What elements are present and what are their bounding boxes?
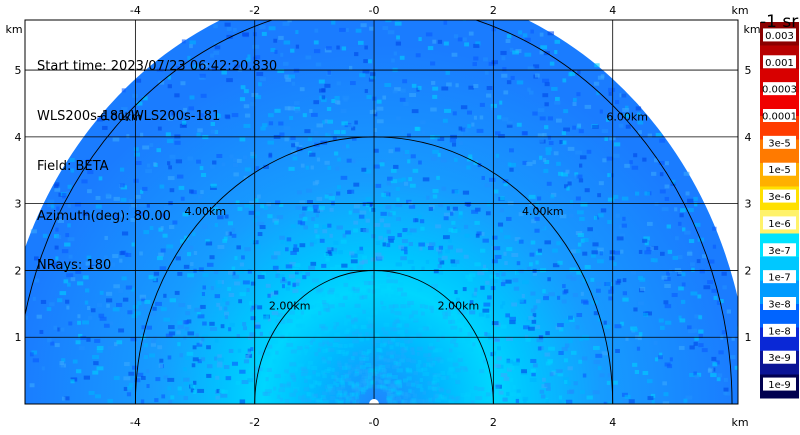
colorbar-label-box (763, 28, 796, 42)
colorbar-label: 3e-6 (768, 192, 791, 203)
colorbar-label-box (763, 323, 796, 337)
colorbar: 0.003 0.001 0.0003 0.0001 3e-5 1e-5 3e-6 1e-6 3e… (760, 22, 799, 399)
y-unit-left: km (5, 23, 22, 36)
plot-area (25, 20, 738, 404)
colorbar-label-box (763, 189, 796, 203)
colorbar-label-box (763, 270, 796, 284)
y-tick-label: 3 (745, 198, 752, 211)
ring-label: 2.00km (438, 300, 480, 313)
x-unit-top: km (731, 4, 748, 17)
colorbar-label-box (763, 109, 796, 122)
colorbar-label: 0.0003 (762, 85, 797, 96)
colorbar-label: 1e-9 (768, 380, 791, 391)
info-instrument: WLS200s-181/WLS200s-181 (37, 108, 221, 124)
x-tick-label: -2 (249, 416, 260, 429)
y-tick-label: 1 (745, 331, 752, 344)
y-ticks-left: 1 2 3 4 5 (15, 64, 22, 344)
y-unit-right: km (743, 23, 760, 36)
y-tick-label: 2 (745, 264, 752, 277)
colorbar-label-box (763, 82, 796, 96)
y-tick-label: 4 (15, 131, 22, 144)
colorbar-label: 3e-7 (768, 246, 791, 257)
colorbar-label: 3e-9 (768, 353, 791, 364)
ring-labels: 2.00km 2.00km 4.00km 4.00km 6.00km 6.00km (100, 111, 648, 313)
x-tick-label: 2 (490, 4, 497, 17)
colorbar-label: 3e-8 (768, 300, 791, 311)
colorbar-label-box (763, 162, 796, 176)
colorbar-label-box (763, 243, 796, 257)
scan-info: Start time: 2023/07/23 06:42:20.830 WLS2… (37, 26, 277, 308)
x-tick-label: -4 (130, 416, 141, 429)
y-tick-label: 1 (15, 331, 22, 344)
colorbar-label-box (763, 55, 796, 69)
ring-label: 4.00km (522, 205, 564, 218)
x-tick-label: -0 (369, 416, 380, 429)
y-tick-label: 3 (15, 198, 22, 211)
colorbar-label-box (763, 216, 796, 230)
colorbar-label: 1e-5 (768, 165, 791, 176)
colorbar-label: 1e-6 (768, 219, 791, 230)
info-azimuth: Azimuth(deg): 80.00 (37, 208, 171, 224)
x-tick-label: -2 (249, 4, 260, 17)
info-field: Field: BETA (37, 158, 109, 174)
backscatter-speckle (25, 20, 738, 404)
range-ring (25, 20, 733, 404)
grid-lines (25, 20, 738, 404)
x-ticks-bottom: -4 -2 -0 2 4 (130, 416, 616, 429)
colorbar-label-box (763, 297, 796, 310)
ring-label: 6.00km (606, 111, 648, 124)
colorbar-label-box (763, 350, 796, 364)
x-tick-label: 4 (609, 416, 616, 429)
ring-label: 4.00km (184, 205, 226, 218)
info-start-time: Start time: 2023/07/23 06:42:20.830 (37, 59, 278, 75)
x-ticks-top: -4 -2 -0 2 4 (130, 4, 616, 17)
y-ticks-right: 1 2 3 4 5 (745, 64, 752, 344)
colorbar-title: -1 sr (760, 12, 798, 32)
y-tick-label: 5 (15, 64, 22, 77)
ring-label: 6.00km (100, 111, 142, 124)
info-nrays: NRays: 180 (37, 258, 112, 274)
colorbar-label-box (763, 135, 796, 149)
colorbar-label: 1e-8 (768, 326, 791, 337)
x-tick-label: -4 (130, 4, 141, 17)
colorbar-label-box (763, 377, 796, 391)
colorbar-label: 0.003 (765, 31, 794, 42)
x-tick-label: -0 (369, 4, 380, 17)
x-tick-label: 2 (490, 416, 497, 429)
y-tick-label: 2 (15, 264, 22, 277)
radar-site-marker (369, 399, 380, 404)
y-tick-label: 4 (745, 131, 752, 144)
x-tick-label: 4 (609, 4, 616, 17)
plot-frame (24, 19, 739, 405)
colorbar-label: 0.0001 (762, 112, 797, 123)
colorbar-label: 0.001 (765, 58, 794, 69)
x-unit-bottom: km (731, 416, 748, 429)
y-tick-label: 5 (745, 64, 752, 77)
colorbar-label: 3e-5 (768, 138, 791, 149)
colorbar-label: 1e-7 (768, 273, 791, 284)
ring-label: 2.00km (269, 300, 311, 313)
